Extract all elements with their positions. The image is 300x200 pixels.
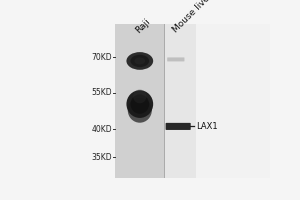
FancyBboxPatch shape bbox=[167, 57, 184, 61]
FancyBboxPatch shape bbox=[166, 123, 191, 130]
Text: 40KD: 40KD bbox=[91, 125, 112, 134]
Bar bbox=[116, 24, 270, 178]
Text: 70KD: 70KD bbox=[91, 53, 112, 62]
Ellipse shape bbox=[126, 52, 153, 70]
Text: 55KD: 55KD bbox=[91, 88, 112, 97]
Bar bbox=[164, 24, 196, 178]
Ellipse shape bbox=[130, 94, 149, 114]
Ellipse shape bbox=[133, 89, 146, 103]
Ellipse shape bbox=[134, 57, 145, 65]
Text: Mouse liver: Mouse liver bbox=[171, 0, 214, 35]
Ellipse shape bbox=[130, 55, 149, 67]
Ellipse shape bbox=[126, 90, 153, 118]
Text: 35KD: 35KD bbox=[91, 153, 112, 162]
Bar bbox=[196, 24, 270, 178]
Bar bbox=[116, 24, 164, 178]
Ellipse shape bbox=[128, 98, 152, 123]
Text: Raji: Raji bbox=[134, 17, 152, 35]
Text: LAX1: LAX1 bbox=[196, 122, 218, 131]
